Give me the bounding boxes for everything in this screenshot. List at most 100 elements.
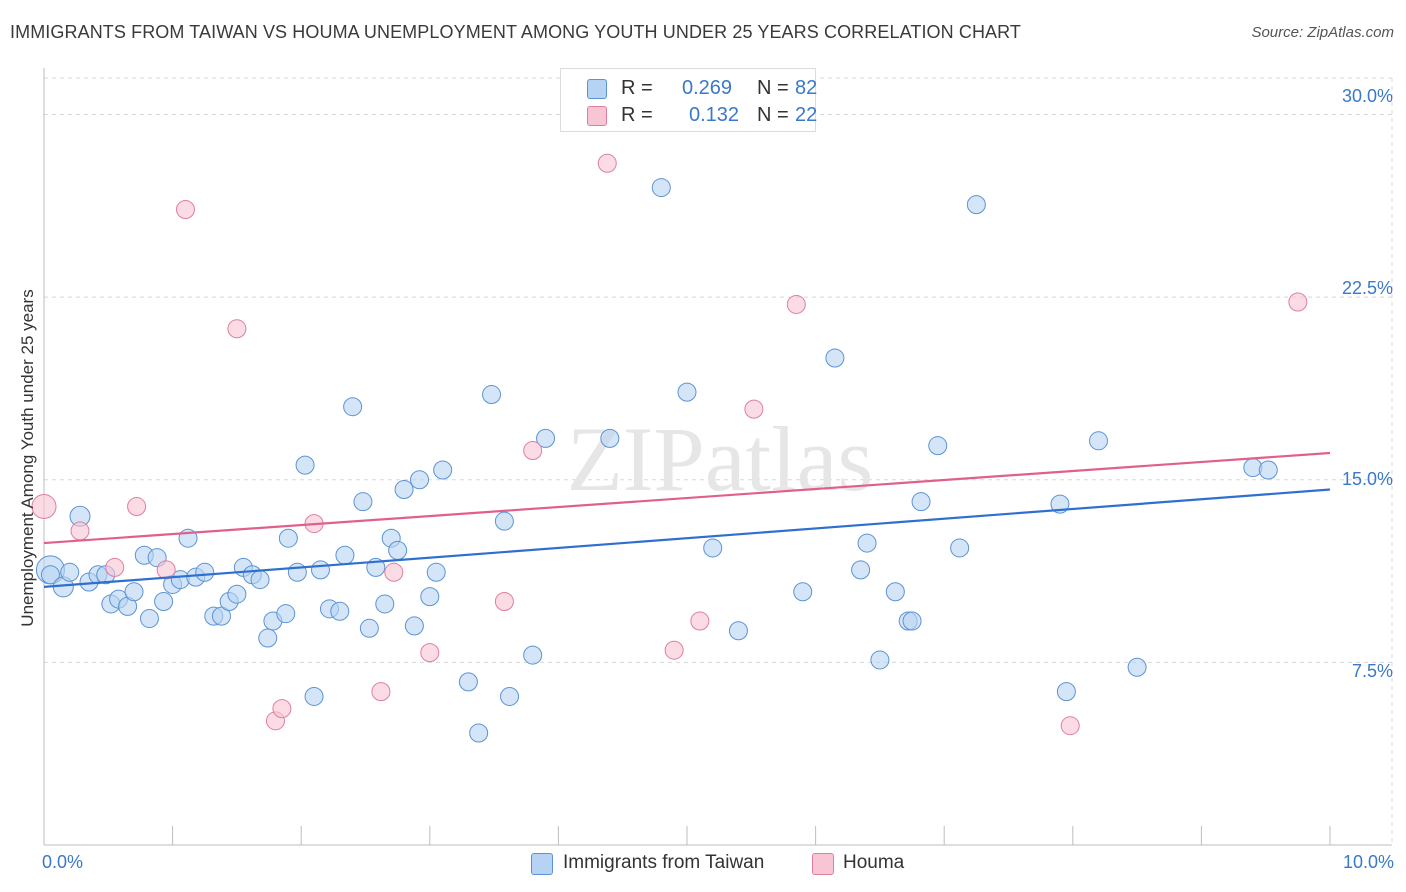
houma-point <box>31 494 57 520</box>
taiwan-point <box>703 538 723 558</box>
x-tick-label: 0.0% <box>42 852 84 872</box>
houma-point <box>371 682 391 702</box>
taiwan-point <box>950 538 970 558</box>
y-tick-label: 30.0% <box>1341 86 1393 106</box>
taiwan-point <box>394 480 414 500</box>
taiwan-point <box>335 545 355 565</box>
houma-point <box>156 560 176 580</box>
taiwan-point <box>1056 682 1076 702</box>
taiwan-point <box>1258 460 1278 480</box>
legend-swatch-pink <box>587 106 607 126</box>
taiwan-point <box>258 628 278 648</box>
taiwan-point <box>359 618 379 638</box>
taiwan-point <box>911 492 931 512</box>
legend-n-label: N = <box>757 104 789 126</box>
taiwan-point <box>500 686 520 706</box>
houma-point <box>690 611 710 631</box>
legend-n-value: 82 <box>795 77 818 99</box>
houma-point <box>523 441 543 461</box>
taiwan-point <box>353 492 373 512</box>
taiwan-point <box>304 686 324 706</box>
taiwan-point <box>60 562 80 582</box>
houma-point <box>1288 292 1308 312</box>
taiwan-point <box>469 723 489 743</box>
data-points <box>31 153 1308 743</box>
taiwan-trend-line <box>43 488 1331 588</box>
taiwan-point <box>124 582 144 602</box>
houma-point <box>105 557 125 577</box>
taiwan-point <box>139 609 159 629</box>
taiwan-point <box>278 528 298 548</box>
taiwan-point <box>728 621 748 641</box>
source-label: Source: ZipAtlas.com <box>1251 24 1394 41</box>
legend-swatch-blue <box>587 79 607 99</box>
taiwan-point <box>154 592 174 612</box>
taiwan-point <box>310 560 330 580</box>
bottom-legend-swatch-pink <box>812 853 834 875</box>
taiwan-point <box>410 470 430 490</box>
taiwan-point <box>482 385 502 405</box>
y-tick-label: 22.5% <box>1341 278 1393 298</box>
taiwan-point <box>857 533 877 553</box>
taiwan-point <box>600 428 620 448</box>
taiwan-point <box>1127 657 1147 677</box>
taiwan-point <box>1089 431 1109 451</box>
taiwan-point <box>420 587 440 607</box>
taiwan-point <box>523 645 543 665</box>
houma-trend-line <box>43 451 1331 545</box>
correlation-legend: R = 0.269 N = 82 R = 0.132 N = 22 <box>560 68 818 132</box>
taiwan-point <box>330 601 350 621</box>
taiwan-point <box>195 562 215 582</box>
taiwan-point <box>793 582 813 602</box>
taiwan-point <box>426 562 446 582</box>
taiwan-point <box>343 397 363 417</box>
houma-point <box>786 294 806 314</box>
taiwan-point <box>966 195 986 215</box>
axes <box>43 68 1392 846</box>
taiwan-point <box>494 511 514 531</box>
taiwan-point <box>825 348 845 368</box>
watermark: ZIPatlas <box>567 408 874 510</box>
taiwan-point <box>295 455 315 475</box>
taiwan-point <box>287 562 307 582</box>
taiwan-point <box>433 460 453 480</box>
taiwan-point <box>404 616 424 636</box>
taiwan-point <box>902 611 922 631</box>
houma-point <box>494 592 514 612</box>
taiwan-point <box>40 565 60 585</box>
houma-point <box>384 562 404 582</box>
legend-r-value: 0.132 <box>689 104 740 126</box>
taiwan-point <box>851 560 871 580</box>
taiwan-point <box>677 382 697 402</box>
taiwan-point <box>250 570 270 590</box>
houma-point <box>272 699 292 719</box>
x-tick-label: 10.0% <box>1342 852 1394 872</box>
houma-point <box>744 399 764 419</box>
houma-point <box>175 199 195 219</box>
taiwan-point <box>651 178 671 198</box>
legend-r-value: 0.269 <box>682 77 733 99</box>
y-tick-label: 7.5% <box>1351 661 1393 681</box>
taiwan-point <box>458 672 478 692</box>
legend-r-label: R = <box>621 104 653 126</box>
taiwan-point <box>536 428 556 448</box>
taiwan-point <box>870 650 890 670</box>
houma-point <box>227 319 247 339</box>
chart-title: IMMIGRANTS FROM TAIWAN VS HOUMA UNEMPLOY… <box>10 22 1022 42</box>
legend-r-label: R = <box>621 77 653 99</box>
y-tick-label: 15.0% <box>1341 469 1393 489</box>
taiwan-point <box>227 584 247 604</box>
y-axis-title: Unemployment Among Youth under 25 years <box>18 289 37 627</box>
taiwan-point <box>885 582 905 602</box>
bottom-legend-swatch-blue <box>531 853 553 875</box>
houma-point <box>1060 716 1080 736</box>
taiwan-point <box>276 604 296 624</box>
taiwan-point <box>211 606 231 626</box>
houma-point <box>127 497 147 517</box>
taiwan-point <box>928 436 948 456</box>
houma-point <box>664 640 684 660</box>
legend-n-value: 22 <box>795 104 818 126</box>
taiwan-point <box>375 594 395 614</box>
houma-point <box>70 521 90 541</box>
houma-point <box>597 153 617 173</box>
